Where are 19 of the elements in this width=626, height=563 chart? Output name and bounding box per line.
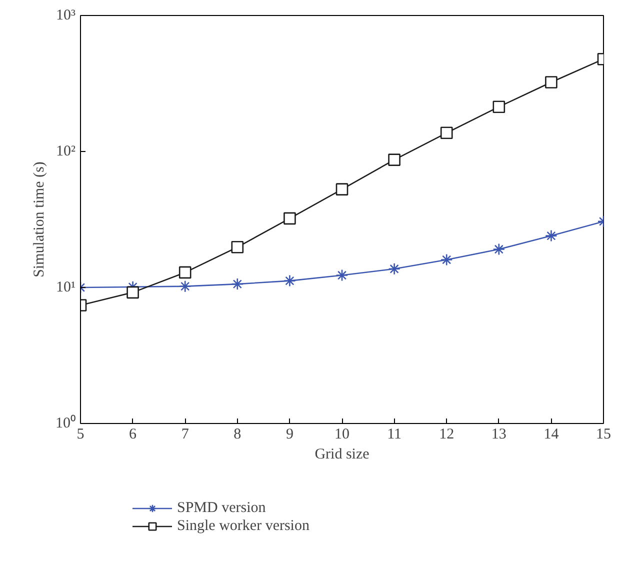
x-tick-label: 5 [76,426,84,442]
x-tick-label: 10 [334,426,350,442]
legend-label: Single worker version [177,517,310,535]
y-axis-title: Simulation time (s) [32,162,48,278]
x-tick-label: 14 [544,426,560,442]
x-tick-label: 6 [129,426,138,442]
legend-label: SPMD version [177,499,266,517]
x-tick-label: 8 [234,426,242,442]
y-tick-label: 10⁰ [56,414,76,432]
x-axis-title: Grid size [314,446,370,462]
y-tick-label: 10² [56,144,76,160]
x-tick-label: 13 [491,426,506,442]
x-tick-label: 11 [387,426,402,442]
x-tick-label: 9 [286,426,294,442]
x-tick-label: 15 [596,426,611,442]
x-tick-label: 7 [181,426,190,442]
y-tick-label: 10¹ [56,280,76,296]
x-tick-label: 12 [439,426,454,442]
y-tick-label: 10³ [56,8,76,24]
